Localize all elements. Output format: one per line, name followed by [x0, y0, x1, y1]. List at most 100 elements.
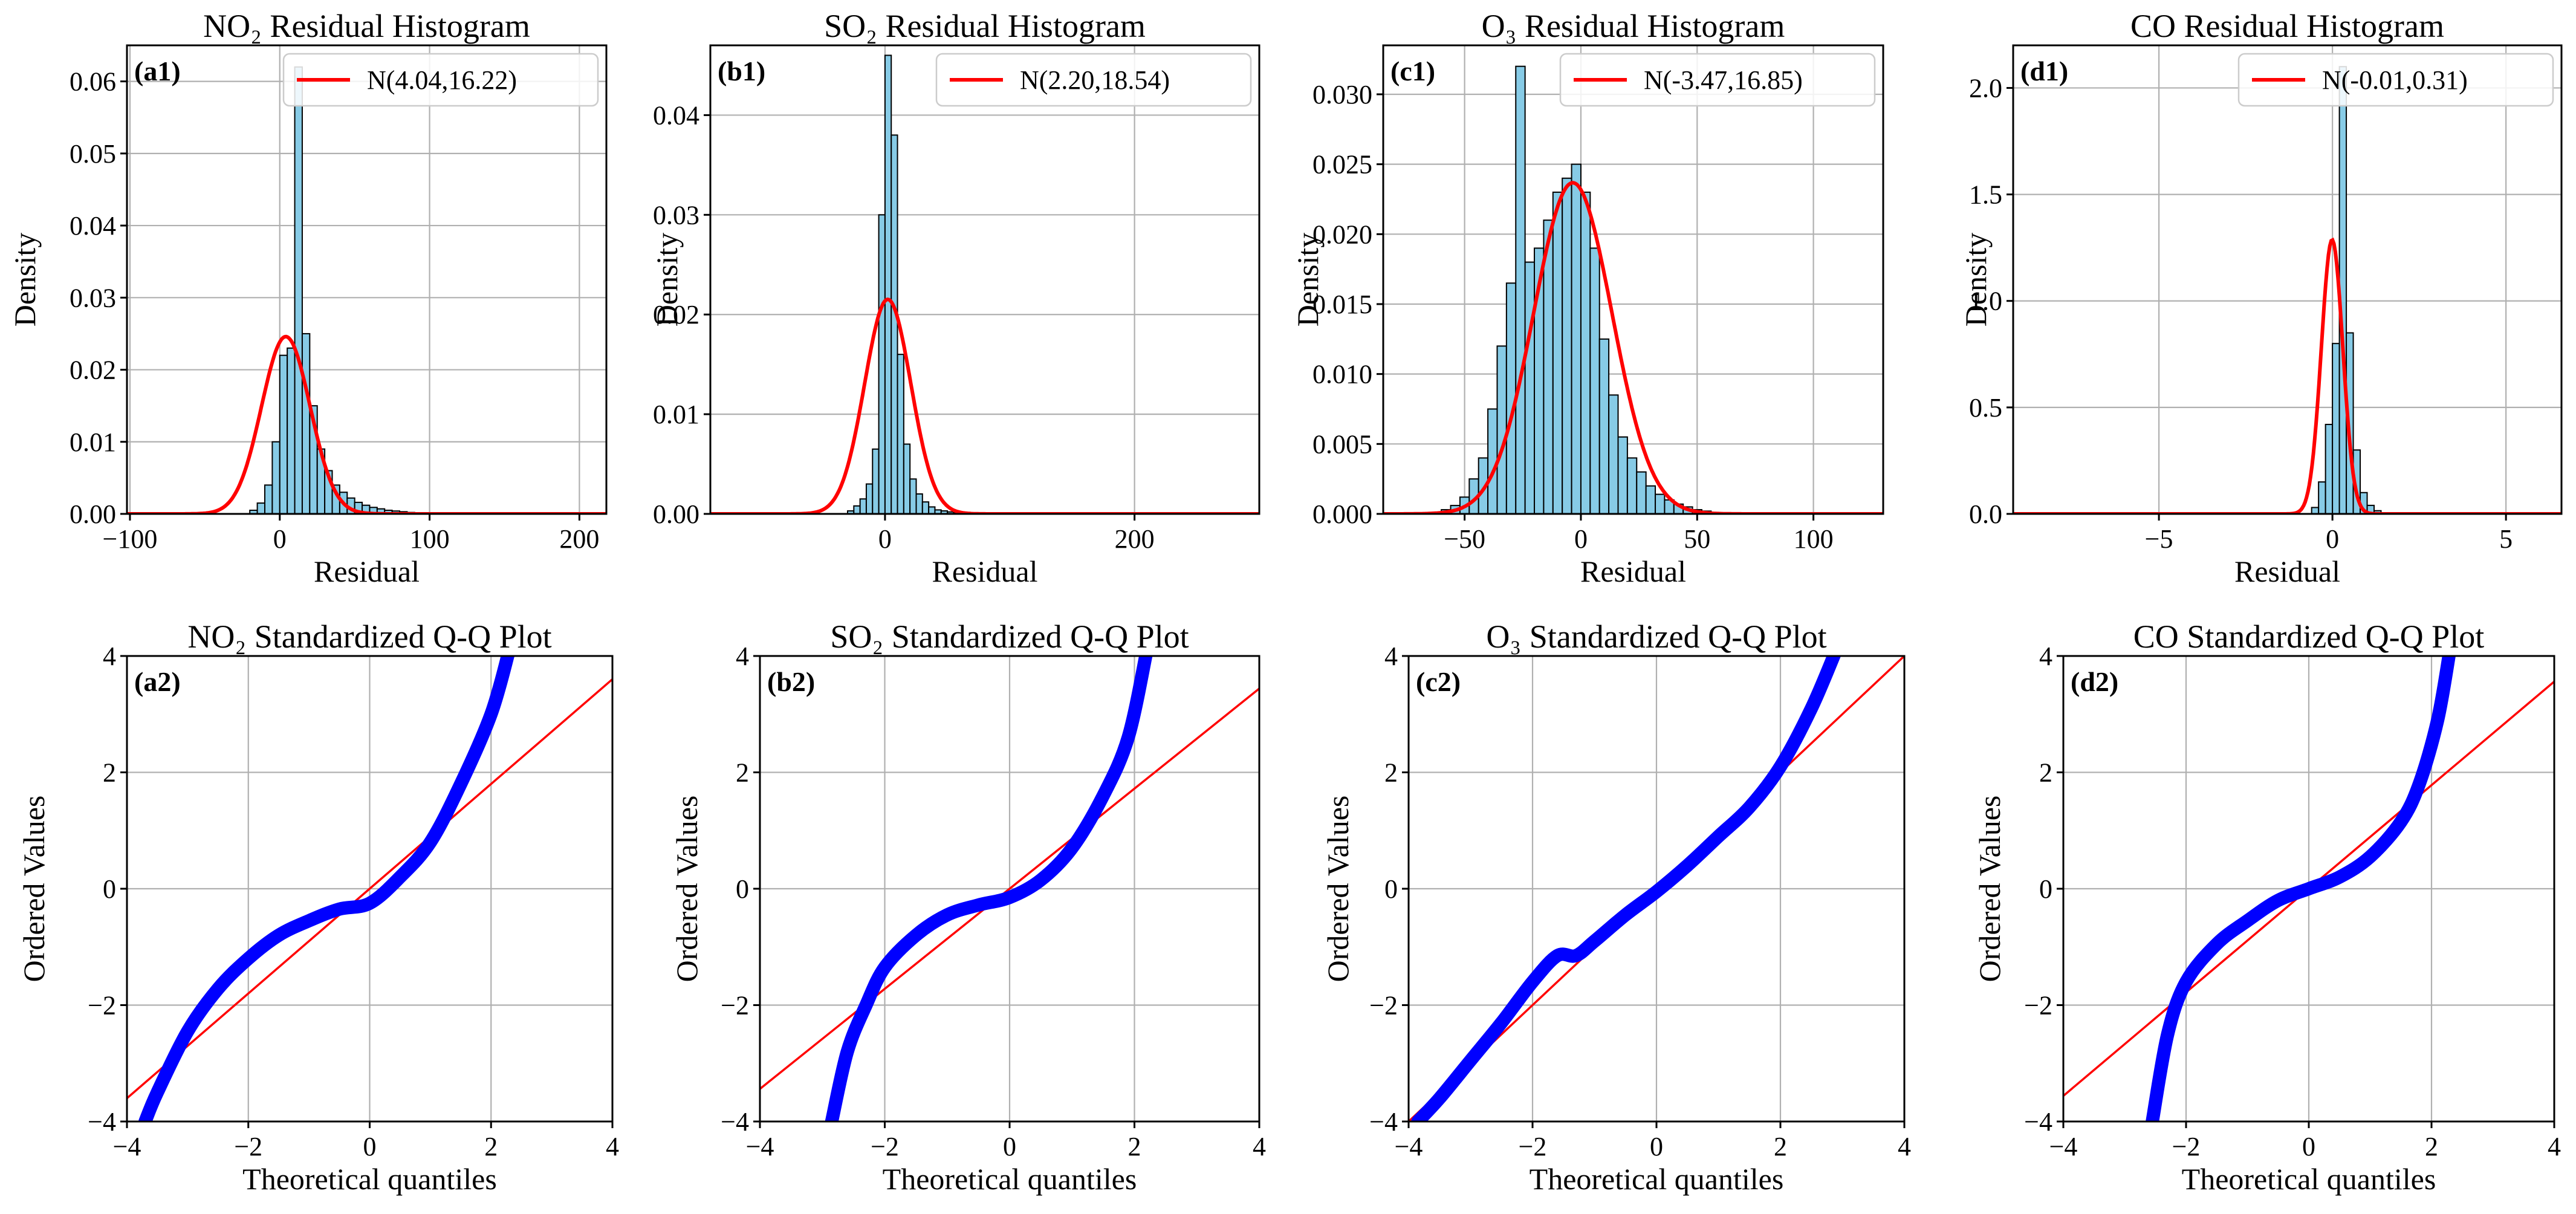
histogram-bar [853, 505, 861, 514]
x-tick-label: 0 [1003, 1132, 1016, 1161]
panel-label: (c1) [1390, 56, 1435, 86]
y-tick-label: 0.03 [70, 283, 116, 313]
y-tick-label: 2.0 [1969, 73, 2002, 103]
y-tick-label: 0 [103, 874, 116, 904]
x-tick-label: 200 [559, 524, 599, 554]
histogram-bar [1552, 191, 1563, 514]
chart-title: SO₂ Standardized Q-Q Plot [830, 618, 1189, 655]
x-tick-label: −4 [2049, 1132, 2078, 1161]
histogram-bar [1589, 247, 1600, 514]
histogram-bar [891, 134, 898, 514]
normal-fit-curve [127, 334, 606, 514]
x-tick-label: −50 [1444, 524, 1485, 554]
x-tick-label: 0 [2326, 524, 2339, 554]
y-tick-label: 0.00 [70, 499, 116, 529]
y-axis-label: Ordered Values [17, 796, 51, 982]
histogram-bar [1636, 471, 1647, 514]
x-tick-label: −100 [103, 524, 158, 554]
y-tick-label: −2 [2024, 991, 2052, 1021]
panel-a2: −4 −2 0 2 4 −4 −2 0 2 4 NO₂ Standardized Q-Q Plot T… [17, 618, 619, 1196]
x-tick-label: 4 [606, 1132, 619, 1161]
x-tick-label: −2 [2172, 1132, 2201, 1161]
histogram-bar [921, 501, 930, 514]
x-tick-label: 0 [363, 1132, 377, 1161]
y-tick-label: 0.04 [70, 211, 116, 241]
histogram-bar [1655, 493, 1666, 514]
legend-box [935, 53, 1252, 107]
panel-a1: −100 0 100 200 0.00 0.01 0.02 0.03 0.04 0.05 0.06 N… [8, 8, 608, 588]
y-tick-label: 0.01 [653, 400, 699, 429]
chart-title: NO₂ Residual Histogram [203, 8, 530, 44]
x-tick-label: 200 [1115, 524, 1155, 554]
y-tick-label: 0.02 [653, 300, 699, 329]
y-tick-label: −2 [721, 991, 749, 1021]
qq-points-curve [825, 656, 1153, 1121]
histogram-bar [1515, 65, 1526, 514]
panel-label: (b2) [767, 666, 815, 697]
histogram-bar [1580, 191, 1591, 514]
qq-points-curve [1411, 656, 1841, 1121]
plot-area [127, 656, 612, 1121]
legend-label: N(4.04,16.22) [367, 65, 517, 95]
y-tick-label: 0.01 [70, 427, 116, 457]
panel-c2: −4 −2 0 2 4 −4 −2 0 2 4 O₃ Standardized Q-Q Plot Th… [1321, 618, 1911, 1196]
y-axis-label: Density [1959, 233, 1993, 327]
y-tick-label: 0.020 [1312, 219, 1372, 249]
histogram-bar [2318, 481, 2326, 514]
x-tick-label: 4 [1253, 1132, 1266, 1161]
x-axis-label: Residual [314, 554, 420, 588]
y-tick-label: 2 [736, 758, 749, 788]
legend: N(-3.47,16.85) [1559, 53, 1876, 107]
x-tick-label: 4 [1898, 1132, 1911, 1161]
histogram-bar [865, 483, 874, 514]
y-tick-label: 0.030 [1312, 80, 1372, 109]
histogram-bar [915, 493, 923, 514]
y-tick-label: 0.015 [1312, 290, 1372, 319]
y-tick-label: −2 [1369, 991, 1398, 1021]
panel-label: (d1) [2020, 56, 2068, 86]
legend-box [1559, 53, 1876, 107]
y-tick-label: −4 [1369, 1107, 1398, 1137]
y-tick-label: −4 [721, 1107, 749, 1137]
histogram-bar [1524, 261, 1536, 514]
x-axis-label: Theoretical quantiles [2182, 1162, 2436, 1196]
x-axis-label: Residual [2234, 554, 2340, 588]
y-tick-label: 0.04 [653, 100, 699, 130]
legend: N(-0.01,0.31) [2237, 53, 2554, 107]
x-tick-label: 0 [273, 524, 287, 554]
histogram-bar [1598, 338, 1610, 514]
x-axis-label: Theoretical quantiles [242, 1162, 497, 1196]
histogram-bar [1617, 436, 1628, 514]
x-tick-label: −4 [1395, 1132, 1423, 1161]
y-tick-label: 0.03 [653, 200, 699, 230]
axes-frame [709, 44, 1260, 515]
x-tick-label: −5 [2145, 524, 2173, 554]
x-tick-label: 50 [1684, 524, 1710, 554]
y-tick-label: 0 [1384, 874, 1398, 904]
panel-b2: −4 −2 0 2 4 −4 −2 0 2 4 SO₂ Standardized Q-Q Plot T… [670, 618, 1266, 1196]
histogram-bar [884, 54, 892, 514]
reference-line [127, 678, 612, 1099]
plot-area [2013, 66, 2561, 514]
panel-label: (a2) [134, 666, 181, 697]
y-tick-label: 0.005 [1312, 429, 1372, 459]
y-tick-label: 0.00 [653, 499, 699, 529]
chart-title: O₃ Standardized Q-Q Plot [1486, 618, 1826, 655]
y-tick-label: 0 [2039, 874, 2052, 904]
y-axis-label: Density [650, 233, 684, 327]
plot-area [1409, 656, 1904, 1121]
y-tick-label: 4 [736, 641, 749, 671]
chart-title: SO₂ Residual Histogram [824, 8, 1146, 44]
y-tick-label: 0.02 [70, 355, 116, 385]
x-tick-label: 0 [1650, 1132, 1663, 1161]
legend-box [2237, 53, 2554, 107]
y-tick-label: 0.05 [70, 139, 116, 169]
histogram-bar [2325, 424, 2334, 514]
histogram-bar [1562, 177, 1572, 514]
histogram-bar [264, 484, 273, 514]
histogram-bar [2366, 504, 2375, 514]
plot-area [127, 66, 606, 514]
legend-label: N(-3.47,16.85) [1644, 65, 1803, 95]
histogram-bar [872, 448, 880, 514]
